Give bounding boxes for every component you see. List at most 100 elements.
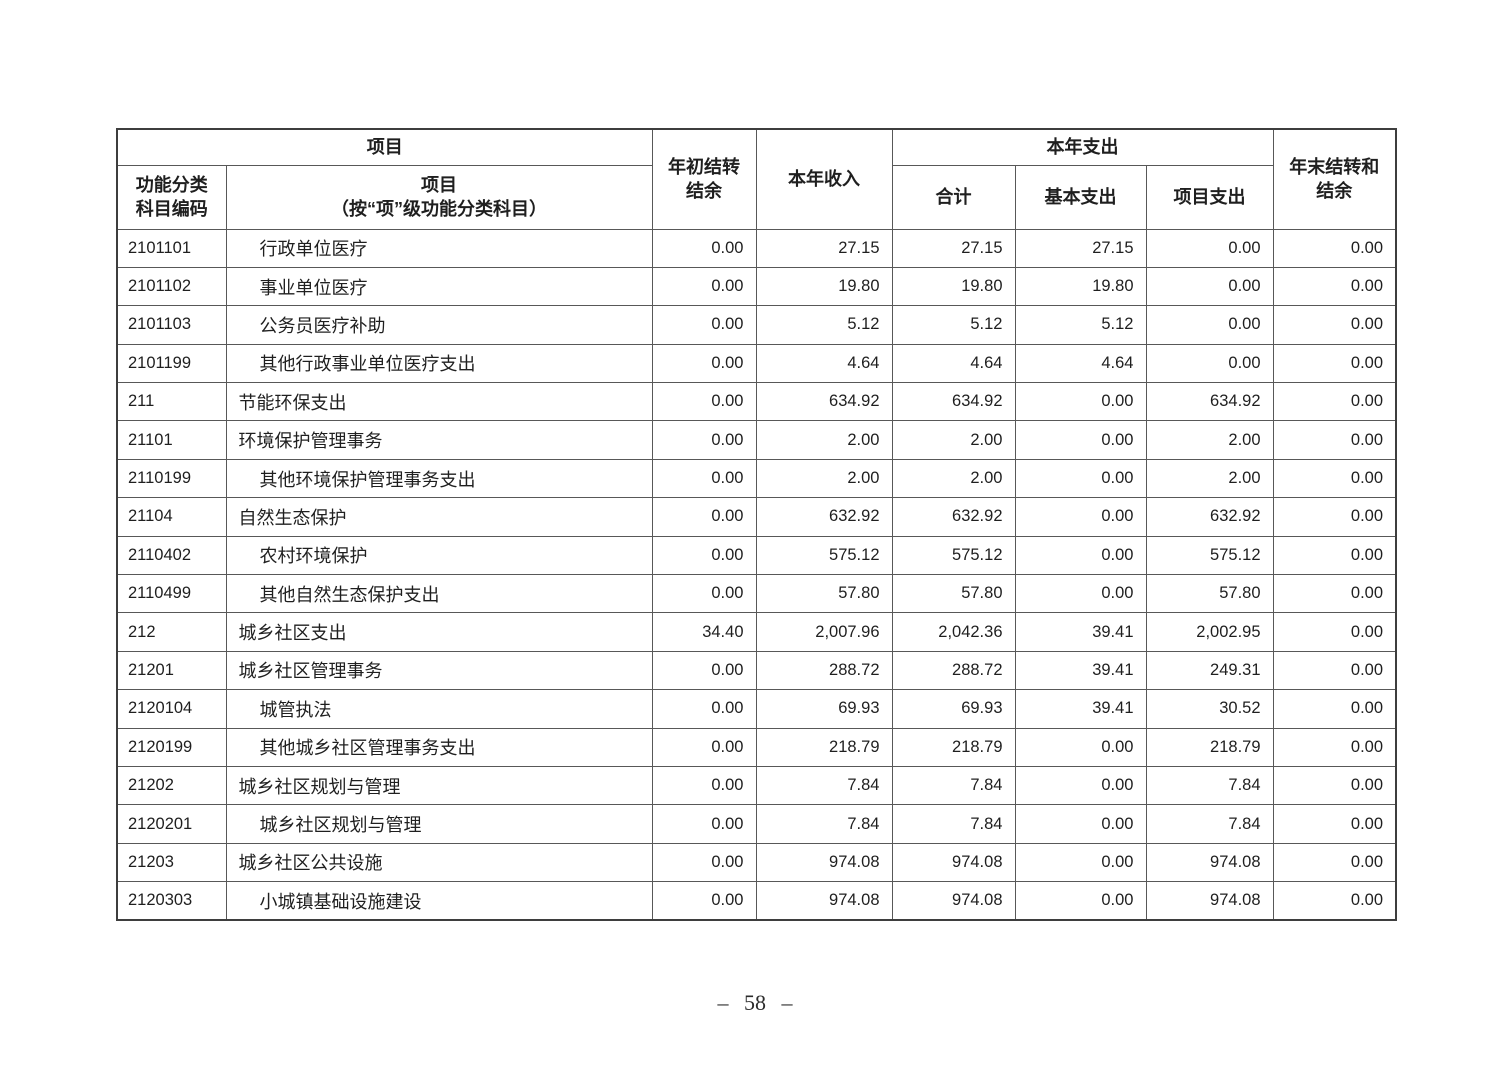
table-row: 2110499 其他自然生态保护支出 0.00 57.80 57.80 0.00… (116, 574, 1397, 614)
header-project-group: 项目 (116, 128, 653, 166)
row-expenditure-total: 2.00 (891, 420, 1016, 460)
table-row: 21202 城乡社区规划与管理 0.00 7.84 7.84 0.00 7.84… (116, 765, 1397, 806)
row-expenditure-total: 4.64 (891, 343, 1016, 384)
row-expenditure-total: 634.92 (891, 382, 1016, 422)
row-year-end-balance: 0.00 (1272, 343, 1397, 384)
row-name: 环境保护管理事务 (225, 420, 653, 460)
row-code: 2110499 (116, 574, 227, 614)
row-expenditure-total: 69.93 (891, 689, 1016, 729)
row-beginning-balance: 0.00 (651, 420, 757, 460)
row-current-year-income: 218.79 (755, 727, 893, 767)
row-project-expenditure: 7.84 (1145, 765, 1274, 806)
table-row: 2120199 其他城乡社区管理事务支出 0.00 218.79 218.79 … (116, 727, 1397, 767)
header-project-item: 项目 （按“项”级功能分类科目） (225, 164, 653, 230)
row-current-year-income: 57.80 (755, 574, 893, 614)
row-year-end-balance: 0.00 (1272, 765, 1397, 806)
row-beginning-balance: 0.00 (651, 497, 757, 537)
row-project-expenditure: 0.00 (1145, 228, 1274, 268)
row-current-year-income: 5.12 (755, 305, 893, 345)
row-name: 小城镇基础设施建设 (225, 881, 653, 921)
row-name: 城管执法 (225, 689, 653, 729)
row-name: 城乡社区支出 (225, 612, 653, 652)
row-name: 其他行政事业单位医疗支出 (225, 343, 653, 384)
row-current-year-income: 634.92 (755, 382, 893, 422)
row-current-year-income: 288.72 (755, 650, 893, 691)
row-code: 2120199 (116, 727, 227, 767)
row-name: 其他城乡社区管理事务支出 (225, 727, 653, 767)
header-project-expenditure: 项目支出 (1145, 164, 1274, 230)
row-year-end-balance: 0.00 (1272, 266, 1397, 307)
row-basic-expenditure: 39.41 (1014, 689, 1147, 729)
row-name: 城乡社区管理事务 (225, 650, 653, 691)
row-project-expenditure: 2.00 (1145, 420, 1274, 460)
table-row: 2110199 其他环境保护管理事务支出 0.00 2.00 2.00 0.00… (116, 458, 1397, 499)
table-row: 2101199 其他行政事业单位医疗支出 0.00 4.64 4.64 4.64… (116, 343, 1397, 384)
header-basic-expenditure: 基本支出 (1014, 164, 1147, 230)
row-project-expenditure: 0.00 (1145, 305, 1274, 345)
table-row: 21201 城乡社区管理事务 0.00 288.72 288.72 39.41 … (116, 650, 1397, 691)
row-basic-expenditure: 0.00 (1014, 881, 1147, 921)
table-row: 211 节能环保支出 0.00 634.92 634.92 0.00 634.9… (116, 382, 1397, 422)
row-project-expenditure: 7.84 (1145, 804, 1274, 844)
row-name: 其他环境保护管理事务支出 (225, 458, 653, 499)
row-name: 城乡社区规划与管理 (225, 804, 653, 844)
row-year-end-balance: 0.00 (1272, 727, 1397, 767)
row-expenditure-total: 575.12 (891, 535, 1016, 576)
row-year-end-balance: 0.00 (1272, 497, 1397, 537)
row-code: 2120303 (116, 881, 227, 921)
row-beginning-balance: 0.00 (651, 689, 757, 729)
row-basic-expenditure: 0.00 (1014, 765, 1147, 806)
row-code: 21201 (116, 650, 227, 691)
header-beginning-balance: 年初结转 结余 (651, 128, 757, 230)
row-year-end-balance: 0.00 (1272, 842, 1397, 883)
row-code: 21203 (116, 842, 227, 883)
row-basic-expenditure: 0.00 (1014, 727, 1147, 767)
row-year-end-balance: 0.00 (1272, 689, 1397, 729)
row-beginning-balance: 0.00 (651, 266, 757, 307)
row-project-expenditure: 634.92 (1145, 382, 1274, 422)
header-expenditure-total: 合计 (891, 164, 1016, 230)
row-expenditure-total: 974.08 (891, 881, 1016, 921)
row-basic-expenditure: 0.00 (1014, 382, 1147, 422)
row-name: 行政单位医疗 (225, 228, 653, 268)
row-basic-expenditure: 0.00 (1014, 535, 1147, 576)
row-year-end-balance: 0.00 (1272, 881, 1397, 921)
table-row: 21101 环境保护管理事务 0.00 2.00 2.00 0.00 2.00 … (116, 420, 1397, 460)
row-code: 2101102 (116, 266, 227, 307)
row-year-end-balance: 0.00 (1272, 382, 1397, 422)
row-project-expenditure: 0.00 (1145, 343, 1274, 384)
table-row: 2101103 公务员医疗补助 0.00 5.12 5.12 5.12 0.00… (116, 305, 1397, 345)
row-beginning-balance: 0.00 (651, 382, 757, 422)
header-year-end-balance: 年末结转和 结余 (1272, 128, 1397, 230)
row-expenditure-total: 2,042.36 (891, 612, 1016, 652)
row-code: 2110402 (116, 535, 227, 576)
row-year-end-balance: 0.00 (1272, 535, 1397, 576)
row-code: 21202 (116, 765, 227, 806)
row-current-year-income: 69.93 (755, 689, 893, 729)
table-row: 2110402 农村环境保护 0.00 575.12 575.12 0.00 5… (116, 535, 1397, 576)
row-expenditure-total: 57.80 (891, 574, 1016, 614)
row-expenditure-total: 19.80 (891, 266, 1016, 307)
row-current-year-income: 19.80 (755, 266, 893, 307)
row-beginning-balance: 0.00 (651, 535, 757, 576)
row-basic-expenditure: 0.00 (1014, 842, 1147, 883)
row-beginning-balance: 34.40 (651, 612, 757, 652)
row-project-expenditure: 57.80 (1145, 574, 1274, 614)
row-beginning-balance: 0.00 (651, 343, 757, 384)
table-row: 2120104 城管执法 0.00 69.93 69.93 39.41 30.5… (116, 689, 1397, 729)
row-beginning-balance: 0.00 (651, 305, 757, 345)
row-code: 2101103 (116, 305, 227, 345)
row-project-expenditure: 575.12 (1145, 535, 1274, 576)
header-row-2: 功能分类 科目编码 项目 （按“项”级功能分类科目） 合计 基本支出 项目支出 (116, 164, 1396, 230)
row-basic-expenditure: 5.12 (1014, 305, 1147, 345)
row-name: 城乡社区公共设施 (225, 842, 653, 883)
row-current-year-income: 4.64 (755, 343, 893, 384)
row-basic-expenditure: 0.00 (1014, 420, 1147, 460)
row-current-year-income: 2.00 (755, 458, 893, 499)
row-basic-expenditure: 39.41 (1014, 650, 1147, 691)
row-beginning-balance: 0.00 (651, 228, 757, 268)
row-project-expenditure: 632.92 (1145, 497, 1274, 537)
row-name: 事业单位医疗 (225, 266, 653, 307)
row-code: 2110199 (116, 458, 227, 499)
